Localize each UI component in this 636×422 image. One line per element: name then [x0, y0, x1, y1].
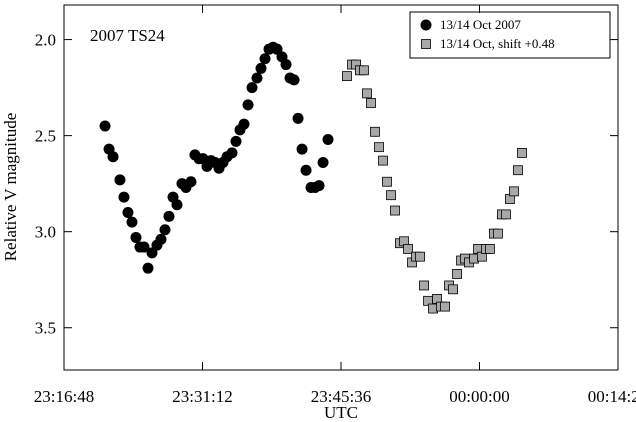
data-point	[122, 206, 134, 218]
data-point	[374, 142, 384, 153]
data-point	[155, 233, 167, 245]
legend-box	[409, 11, 611, 59]
data-point	[142, 262, 154, 274]
annotation: 2007 TS24	[90, 26, 165, 45]
data-point	[501, 209, 511, 220]
data-point	[359, 65, 369, 76]
y-tick-label: 3.5	[35, 319, 56, 338]
data-point	[126, 216, 138, 228]
y-axis-label: Relative V magnitude	[1, 113, 20, 262]
data-point	[485, 244, 495, 254]
data-point	[163, 210, 175, 222]
data-point	[118, 191, 130, 203]
data-point	[288, 74, 300, 86]
data-point	[317, 157, 329, 169]
legend-marker	[421, 39, 431, 49]
y-tick-label: 2.5	[35, 127, 56, 146]
data-point	[251, 72, 263, 84]
x-tick-label: 23:31:12	[172, 387, 232, 406]
data-point	[255, 62, 267, 74]
data-point	[509, 186, 519, 197]
data-point	[185, 176, 197, 188]
data-point	[419, 280, 429, 291]
data-point	[390, 205, 400, 216]
data-point	[378, 155, 388, 166]
data-point	[230, 135, 242, 147]
data-point	[448, 284, 458, 295]
data-point	[382, 176, 392, 187]
data-point	[370, 126, 380, 137]
data-point	[107, 151, 119, 163]
data-point	[513, 165, 523, 176]
data-point	[296, 143, 308, 155]
data-point	[259, 53, 271, 65]
data-point	[322, 133, 334, 145]
data-point	[292, 112, 304, 124]
data-point	[99, 120, 111, 132]
data-point	[300, 164, 312, 176]
y-tick-label: 2.0	[35, 31, 56, 50]
data-point	[403, 244, 413, 254]
data-point	[114, 174, 126, 186]
data-point	[362, 88, 372, 99]
plot-frame	[63, 4, 619, 371]
data-point	[226, 147, 238, 159]
data-point	[342, 71, 352, 81]
x-axis-label: UTC	[324, 403, 358, 422]
data-point	[238, 118, 250, 130]
x-tick-label: 23:45:36	[311, 387, 371, 406]
y-tick-label: 3.0	[35, 223, 56, 242]
data-point	[517, 148, 527, 158]
data-point	[366, 98, 376, 108]
x-tick-label: 00:00:00	[449, 387, 509, 406]
legend-label: 13/14 Oct, shift +0.48	[440, 36, 555, 51]
data-point	[242, 99, 254, 111]
legend-label: 13/14 Oct 2007	[440, 17, 521, 32]
data-point	[386, 190, 396, 201]
data-point	[171, 199, 183, 211]
data-point	[440, 301, 450, 312]
data-point	[159, 224, 171, 236]
legend-marker	[420, 19, 432, 31]
data-point	[452, 269, 462, 279]
x-tick-label: 23:16:48	[34, 387, 94, 406]
data-point	[138, 241, 150, 253]
data-point	[130, 231, 142, 243]
data-point	[280, 59, 292, 71]
data-point	[313, 180, 325, 192]
data-point	[246, 82, 258, 94]
x-tick-label: 00:14:24	[588, 387, 636, 406]
data-point	[493, 228, 503, 239]
data-point	[415, 251, 425, 262]
